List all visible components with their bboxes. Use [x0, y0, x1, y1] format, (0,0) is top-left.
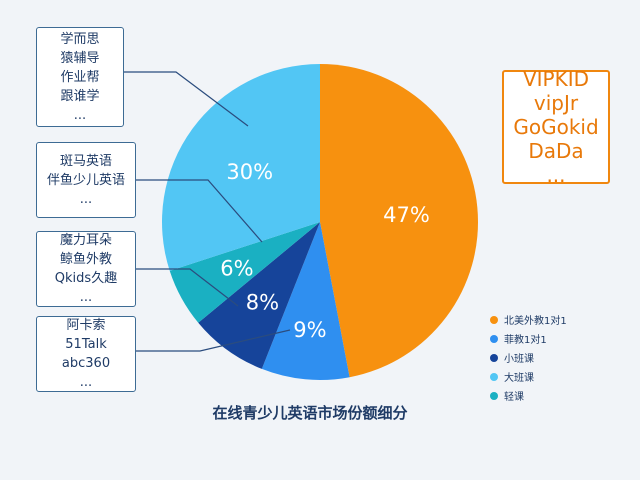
pie-slice — [320, 64, 479, 378]
brand-label: ... — [546, 163, 566, 187]
slice-value-label: 8% — [246, 290, 279, 314]
connector-line — [124, 71, 249, 127]
brand-box-small-class: 魔力耳朵 鲸鱼外教 Qkids久趣 ... — [36, 231, 136, 307]
brand-box-light-course: 斑马英语 伴鱼少儿英语 ... — [36, 142, 136, 218]
brand-label: GoGokid — [513, 115, 599, 139]
brand-label: DaDa — [528, 139, 584, 163]
brand-label: ... — [73, 107, 87, 123]
legend-label: 菲教1对1 — [504, 335, 547, 346]
slice-value-label: 6% — [220, 257, 253, 281]
slice-value-label: 47% — [383, 203, 430, 227]
brand-label: 阿卡索 — [66, 318, 106, 333]
slice-value-label: 30% — [226, 160, 273, 184]
connector-line — [136, 268, 239, 307]
brand-label: 猿辅导 — [60, 50, 100, 66]
brand-box-north-america-1on1: VIPKID vipJr GoGokid DaDa ... — [502, 67, 610, 187]
legend-label: 大班课 — [504, 373, 534, 384]
brand-label: 跟谁学 — [60, 88, 100, 104]
legend-swatch — [490, 372, 498, 381]
slice-value-label: 9% — [293, 318, 326, 342]
connector-line — [136, 329, 291, 352]
brand-label: 斑马英语 — [59, 153, 112, 169]
legend-item: 大班课 — [490, 367, 567, 386]
brand-label: 学而思 — [60, 31, 100, 47]
brand-label: 51Talk — [65, 337, 107, 352]
brand-label: ... — [79, 375, 93, 390]
legend-label: 轻课 — [504, 392, 524, 403]
legend-label: 小班课 — [504, 354, 534, 365]
brand-label: vipJr — [533, 91, 579, 115]
connector-line — [136, 179, 263, 243]
brand-box-philippine-1on1: 阿卡索 51Talk abc360 ... — [36, 316, 136, 392]
brand-label: 作业帮 — [60, 69, 100, 85]
brand-label: 鲸鱼外教 — [59, 252, 112, 267]
legend: 北美外教1对1 菲教1对1 小班课 大班课 轻课 — [490, 310, 567, 405]
chart-title: 在线青少儿英语市场份额细分 — [212, 404, 408, 422]
legend-swatch — [490, 353, 498, 362]
brand-label: VIPKID — [522, 67, 590, 91]
legend-item: 轻课 — [490, 386, 567, 405]
brand-label: 伴鱼少儿英语 — [46, 172, 125, 188]
legend-swatch — [490, 334, 498, 343]
legend-swatch — [490, 315, 498, 324]
pie-slice — [162, 64, 320, 271]
brand-label: abc360 — [61, 356, 111, 371]
brand-label: Qkids久趣 — [54, 271, 118, 286]
pie-slice — [198, 222, 320, 369]
pie-slice — [261, 222, 350, 380]
pie-slice — [169, 222, 320, 323]
legend-item: 菲教1对1 — [490, 329, 567, 348]
legend-label: 北美外教1对1 — [504, 316, 567, 327]
brand-label: 魔力耳朵 — [59, 233, 112, 248]
brand-label: ... — [79, 191, 93, 207]
brand-label: ... — [79, 290, 93, 305]
brand-box-big-class: 学而思 猿辅导 作业帮 跟谁学 ... — [36, 27, 124, 127]
legend-item: 小班课 — [490, 348, 567, 367]
legend-swatch — [490, 391, 498, 400]
legend-item: 北美外教1对1 — [490, 310, 567, 329]
